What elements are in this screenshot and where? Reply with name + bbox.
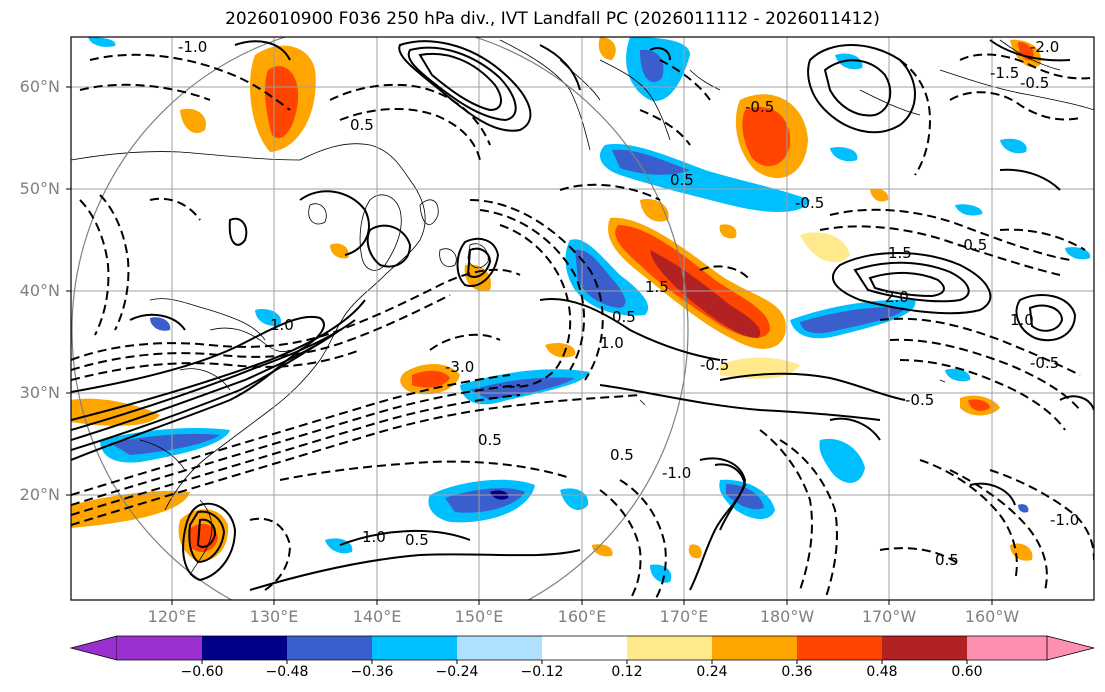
contour-label: 0.5 (935, 551, 959, 569)
contour-label: -1.0 (178, 38, 207, 56)
colorbar-tick-label: 0.12 (611, 664, 643, 680)
colorbar-swatch (202, 636, 287, 660)
lat-label: 30°N (19, 383, 60, 402)
colorbar-tick-label: 0.36 (781, 664, 813, 680)
colorbar-swatch (627, 636, 712, 660)
contour-label: -3.0 (445, 358, 474, 376)
lon-label: 160°E (557, 607, 607, 626)
colorbar-swatch (967, 636, 1047, 660)
contour-label: 1.0 (270, 316, 294, 334)
map-title: 2026010900 F036 250 hPa div., IVT Landfa… (225, 9, 880, 29)
contour-label: -0.5 (905, 391, 934, 409)
contour-label: -0.5 (745, 98, 774, 116)
coastlines (71, 39, 1094, 576)
contour-label: 1.0 (600, 334, 624, 352)
colorbar-tick-label: 0.24 (696, 664, 728, 680)
colorbar-swatch (712, 636, 797, 660)
contour-label: 1.5 (645, 278, 669, 296)
colorbar-tick-label: −0.24 (435, 664, 479, 680)
colorbar-swatch (797, 636, 882, 660)
negative-shading (88, 37, 1091, 583)
colorbar-tick-label: −0.48 (265, 664, 309, 680)
lon-label: 150°E (454, 607, 504, 626)
lat-label: 40°N (19, 281, 60, 300)
colorbar-swatch (882, 636, 967, 660)
colorbar-swatch (287, 636, 372, 660)
lat-label: 20°N (19, 485, 60, 504)
contour-label: -0.5 (795, 194, 824, 212)
lon-label: 120°E (147, 607, 197, 626)
lon-label: 140°E (352, 607, 402, 626)
contour-label: -0.5 (958, 236, 987, 254)
contour-label: 0.5 (610, 446, 634, 464)
contour-label: 2.0 (885, 288, 909, 306)
lon-label: 170°E (659, 607, 709, 626)
contour-label: 1.5 (888, 244, 912, 262)
tick-marks (66, 86, 993, 605)
colorbar-swatch (117, 636, 202, 660)
lon-label: 160°W (964, 607, 1020, 626)
colorbar-swatch (457, 636, 542, 660)
contour-label: 1.0 (1010, 311, 1034, 329)
contour-labels: -1.0 0.5 -0.5 0.5 1.5 2.0 1.0 -0.5 -1.0 … (178, 38, 1079, 569)
contour-label: -0.5 (1020, 74, 1049, 92)
colorbar-tick-label: −0.12 (520, 664, 564, 680)
lat-label: 60°N (19, 77, 60, 96)
lon-label: 180°W (759, 607, 815, 626)
lon-label: 170°W (861, 607, 917, 626)
contour-label: 0.5 (612, 308, 636, 326)
colorbar-tick-label: 0.60 (951, 664, 983, 680)
colorbar-tick-label: −0.36 (350, 664, 394, 680)
contour-label: -0.5 (700, 356, 729, 374)
colorbar-swatch (69, 635, 118, 661)
contour-label: -1.0 (662, 464, 691, 482)
colorbar-tick-label: 0.48 (866, 664, 898, 680)
dashed-contours (71, 53, 1094, 600)
contour-label: 1.0 (362, 528, 386, 546)
colorbar-swatch (542, 636, 627, 660)
colorbar-swatch (372, 636, 457, 660)
contour-label: 0.5 (405, 531, 429, 549)
contour-label: -1.0 (1050, 511, 1079, 529)
graticule (71, 37, 1094, 600)
contour-label: -2.0 (1030, 38, 1059, 56)
contour-label: -1.5 (990, 64, 1019, 82)
solid-contours (71, 39, 1094, 591)
contour-label: 0.5 (350, 116, 374, 134)
colorbar-swatch (1046, 635, 1095, 661)
map-plot-area (71, 37, 1094, 600)
contour-label: 0.5 (670, 171, 694, 189)
colorbar-tick-label: −0.60 (180, 664, 224, 680)
colorbar (69, 635, 1095, 664)
contour-label: -0.5 (1030, 354, 1059, 372)
lon-label: 130°E (249, 607, 299, 626)
range-circle (71, 37, 689, 600)
contour-label: 0.5 (478, 431, 502, 449)
lat-label: 50°N (19, 179, 60, 198)
